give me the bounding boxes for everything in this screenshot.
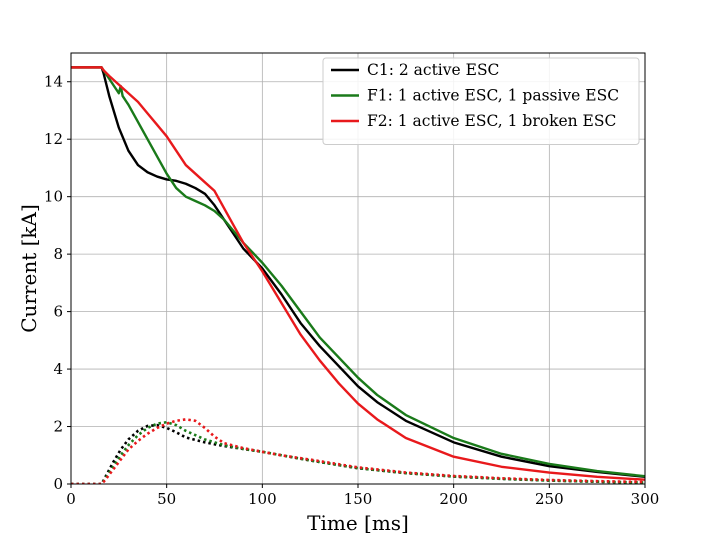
x-tick-label: 150 [344,490,373,508]
plot-series [71,66,645,484]
legend-entry: F2: 1 active ESC, 1 broken ESC [367,112,616,130]
y-tick-label: 2 [53,418,63,436]
y-tick-label: 12 [44,130,63,148]
x-tick-label: 250 [535,490,564,508]
y-tick-label: 14 [44,73,63,91]
legend-box [322,57,640,145]
x-tick-label: 0 [66,490,76,508]
legend-entry: C1: 2 active ESC [367,61,499,79]
axis-ticks: 0 50 100 150 200 250 300 0 2 4 6 8 10 12 14 [44,73,659,508]
legend-entry: F1: 1 active ESC, 1 passive ESC [367,87,619,105]
series-line-2 [71,66,645,481]
y-tick-label: 4 [53,360,63,378]
x-tick-label: 200 [439,490,468,508]
x-tick-label: 50 [157,490,176,508]
x-axis-label: Time [ms] [307,511,409,535]
y-tick-label: 10 [44,188,63,206]
y-tick-label: 0 [53,475,63,493]
series-line-1 [71,66,645,478]
series-line-dotted-4 [71,420,645,484]
x-tick-label: 100 [248,490,277,508]
y-tick-label: 8 [53,245,63,263]
series-line-dotted-5 [71,418,645,484]
legend: C1: 2 active ESC F1: 1 active ESC, 1 pass… [322,57,640,145]
y-axis-label: Current [kA] [17,204,41,333]
x-tick-label: 300 [631,490,660,508]
y-tick-label: 6 [53,303,63,321]
